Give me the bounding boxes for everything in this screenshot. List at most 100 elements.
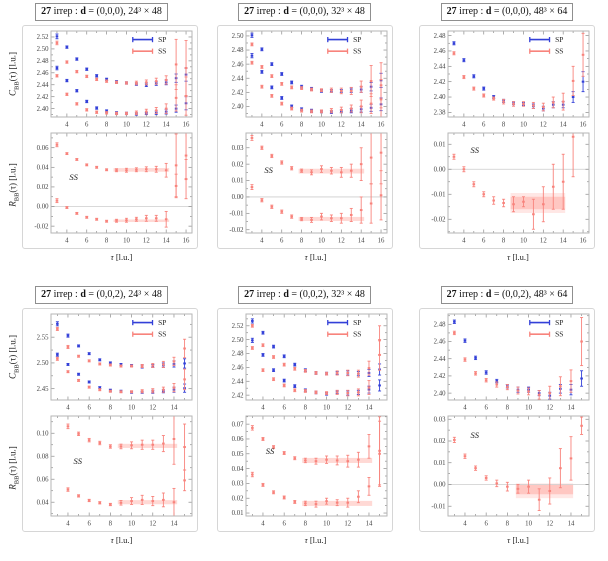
data-point [559,467,562,470]
data-point [109,361,112,364]
irrep-number: 27 [446,6,457,17]
data-point [581,53,585,56]
data-point [463,455,467,458]
y-tick-label: 0.10 [37,430,49,437]
data-point [145,168,148,171]
x-tick-label: 8 [105,122,109,129]
irrep-number: 27 [41,6,52,17]
data-point [324,458,328,461]
x-tick-label: 4 [66,405,70,412]
data-point [270,86,273,89]
data-point [261,437,264,440]
data-point [314,460,317,463]
data-point [140,498,144,501]
data-point [279,102,283,105]
y-tick-label: 2.46 [231,365,243,372]
corr-y-axis-label: CBB(τ) [l.u.] [8,52,21,96]
data-point [319,168,323,171]
data-point [183,362,186,365]
axis-ticks [51,133,192,233]
data-point [87,439,91,442]
data-point [98,386,102,389]
x-tick-label: 4 [260,238,264,245]
data-point [345,371,349,374]
data-point [279,82,283,85]
x-tick-label: 8 [303,521,307,528]
data-point [66,370,70,373]
x-tick-label: 12 [344,405,351,412]
data-point [335,391,338,394]
data-point [282,363,285,366]
data-point [250,61,253,64]
data-point [292,385,296,388]
data-point [250,426,254,429]
series-sp [55,321,187,369]
y-tick-label: 0.00 [37,204,49,211]
correlator-chart: 4 6 8 10 12 14 2.40 2.42 2.44 2.46 2.48 SP SS [434,313,590,412]
y-tick-label: 0.02 [231,495,243,502]
axis-ticks [245,314,387,400]
data-point [271,356,275,358]
y-tick-label: 2.44 [434,356,446,363]
y-tick-label: 2.46 [37,70,49,77]
series-ss [66,469,187,516]
panel-body: CBB(τ) [l.u.] RBB(τ) [l.u.] 4 6 8 10 12 14 2.45 2… [5,308,198,532]
x-tick-label: 16 [377,238,384,245]
x-axis-label: τ [l.u.] [507,535,529,545]
fit-band [113,168,170,172]
x-tick-label: 14 [171,405,178,412]
ylabel-subscript: BB [13,192,21,202]
tick-labels: 4 6 8 10 12 14 2.42 2.44 2.46 2.48 2.50 2.52 [231,323,372,412]
plot-box: 4 6 8 10 12 14 2.40 2.42 2.44 2.46 2.48 SP SS 4 6 8 10 12… [419,308,595,532]
data-point [472,87,476,90]
data-point [105,80,108,83]
data-point [484,371,488,374]
data-point [345,501,349,504]
title-text: irrep : [456,6,486,17]
x-tick-label: 14 [568,521,575,528]
legend: SP SS [529,35,563,56]
panel-title: 27 irrep : d = (0,0,0), 48³ × 64 [440,3,574,21]
x-tick-label: 14 [568,405,575,412]
data-point [135,81,138,84]
panel-title: 27 irrep : d = (0,0,0), 24³ × 48 [35,3,168,21]
x-tick-label: 16 [377,122,384,129]
plot-box: 4 6 8 10 12 14 2.42 2.44 2.46 2.48 2.50 2.52 SP SS 4 6 8… [216,308,393,532]
series-sp [452,41,585,112]
tau-symbol: τ [304,252,308,262]
data-point [75,58,79,61]
data-point [125,81,128,84]
data-point [292,389,296,392]
data-point [339,108,343,111]
y-tick-label: 0.03 [231,481,243,488]
fit-band [515,484,574,495]
data-point [580,424,583,427]
series-ss [66,416,187,471]
y-tick-label: 0.06 [37,145,49,152]
y-tick-label: 2.45 [37,386,49,393]
legend: SP SS [132,318,166,339]
data-point [561,100,565,103]
tick-labels: 4 6 8 10 12 14 2.40 2.42 2.44 2.46 2.48 [434,322,575,412]
data-point [492,199,495,202]
data-point [571,135,575,138]
correlator-chart: 4 6 8 10 12 14 16 2.38 2.40 2.42 2.44 2.46 2.48 SP SS [434,30,590,129]
data-point [335,501,338,504]
data-point [289,81,293,84]
data-point [292,363,296,366]
ss-legend-label: SS [158,330,166,339]
data-point [183,479,186,482]
y-tick-label: 2.46 [434,339,446,346]
data-point [452,155,456,158]
data-point [309,110,313,113]
data-point [98,501,102,504]
data-point [314,391,317,394]
correlator-chart: 4 6 8 10 12 14 2.42 2.44 2.46 2.48 2.50 2.52 SP SS [231,313,387,412]
x-tick-label: 14 [365,405,372,412]
title-volume-text: = (0,0,0), 48³ × 64 [491,6,568,17]
y-tick-label: 2.44 [434,64,446,71]
tick-labels: 4 6 8 10 12 14 16 2.40 2.42 2.44 2.46 2.48 2.50 [231,33,384,128]
data-point [77,494,80,497]
x-tick-label: 4 [66,521,70,528]
data-point [85,108,89,111]
